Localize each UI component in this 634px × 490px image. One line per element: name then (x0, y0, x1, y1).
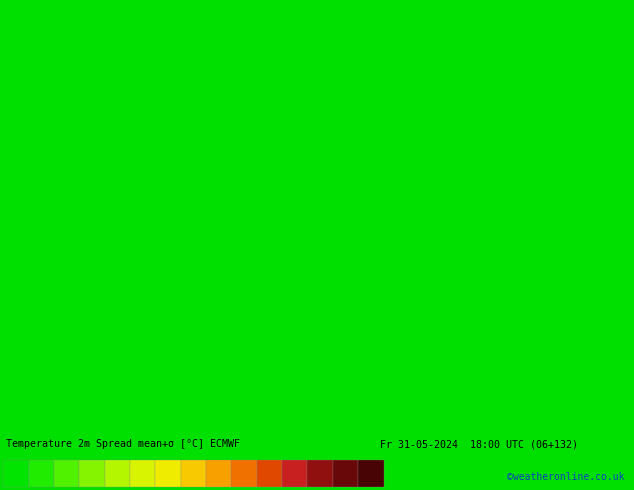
Bar (130, 460, 155, 487)
Bar (181, 460, 206, 487)
Bar (29, 460, 54, 487)
Bar (358, 460, 384, 487)
Bar (79, 460, 105, 487)
Bar (257, 460, 282, 487)
Bar (231, 460, 257, 487)
Bar (307, 460, 333, 487)
Bar (282, 460, 307, 487)
Bar (105, 460, 130, 487)
Bar (155, 460, 181, 487)
Text: Fr 31-05-2024  18:00 UTC (06+132): Fr 31-05-2024 18:00 UTC (06+132) (380, 439, 578, 449)
Bar (54, 460, 79, 487)
Bar (3, 460, 29, 487)
Text: Temperature 2m Spread mean+σ [°C] ECMWF: Temperature 2m Spread mean+σ [°C] ECMWF (6, 439, 240, 449)
Bar (333, 460, 358, 487)
Text: ©weatheronline.co.uk: ©weatheronline.co.uk (507, 472, 624, 482)
Bar (206, 460, 231, 487)
